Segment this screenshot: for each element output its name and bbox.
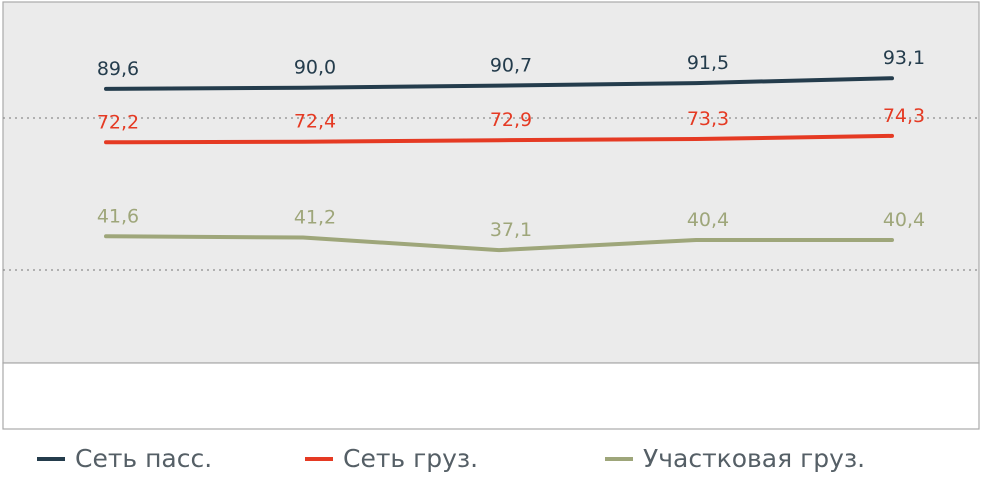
legend-item-2: Участковая груз. <box>605 444 865 473</box>
data-label-1-1: 72,4 <box>294 111 336 133</box>
legend-label-0: Сеть пасс. <box>75 444 213 473</box>
legend-item-1: Сеть груз. <box>305 444 478 473</box>
legend-label-2: Участковая груз. <box>643 444 866 473</box>
data-label-0-1: 90,0 <box>294 57 336 79</box>
legend-swatch-1 <box>305 456 333 461</box>
series-line-1 <box>104 133 894 145</box>
plot-area <box>2 1 980 364</box>
series-line-2 <box>104 234 894 253</box>
legend-swatch-2 <box>605 456 633 461</box>
legend: Сеть пасс. Сеть груз. Участковая груз. <box>0 430 985 490</box>
data-label-2-0: 41,6 <box>97 205 139 227</box>
data-label-1-2: 72,9 <box>490 109 532 131</box>
data-label-0-3: 91,5 <box>687 52 729 74</box>
legend-label-1: Сеть груз. <box>343 444 479 473</box>
data-label-2-3: 40,4 <box>687 209 729 231</box>
data-label-1-3: 73,3 <box>687 108 729 130</box>
data-label-0-2: 90,7 <box>490 55 532 77</box>
series-layer: 89,6 90,0 90,7 91,5 93,1 72,2 72,4 72,9 73,3 74,3… <box>97 47 925 253</box>
empty-band <box>2 362 980 430</box>
data-label-0-4: 93,1 <box>883 47 925 69</box>
data-label-0-0: 89,6 <box>97 58 139 80</box>
data-label-2-1: 41,2 <box>294 207 336 229</box>
data-label-2-4: 40,4 <box>883 209 925 231</box>
series-line-0 <box>104 76 894 91</box>
data-label-1-0: 72,2 <box>97 111 139 133</box>
legend-item-0: Сеть пасс. <box>37 444 212 473</box>
data-label-1-4: 74,3 <box>883 105 925 127</box>
data-label-2-2: 37,1 <box>490 219 532 241</box>
legend-swatch-0 <box>37 456 65 461</box>
